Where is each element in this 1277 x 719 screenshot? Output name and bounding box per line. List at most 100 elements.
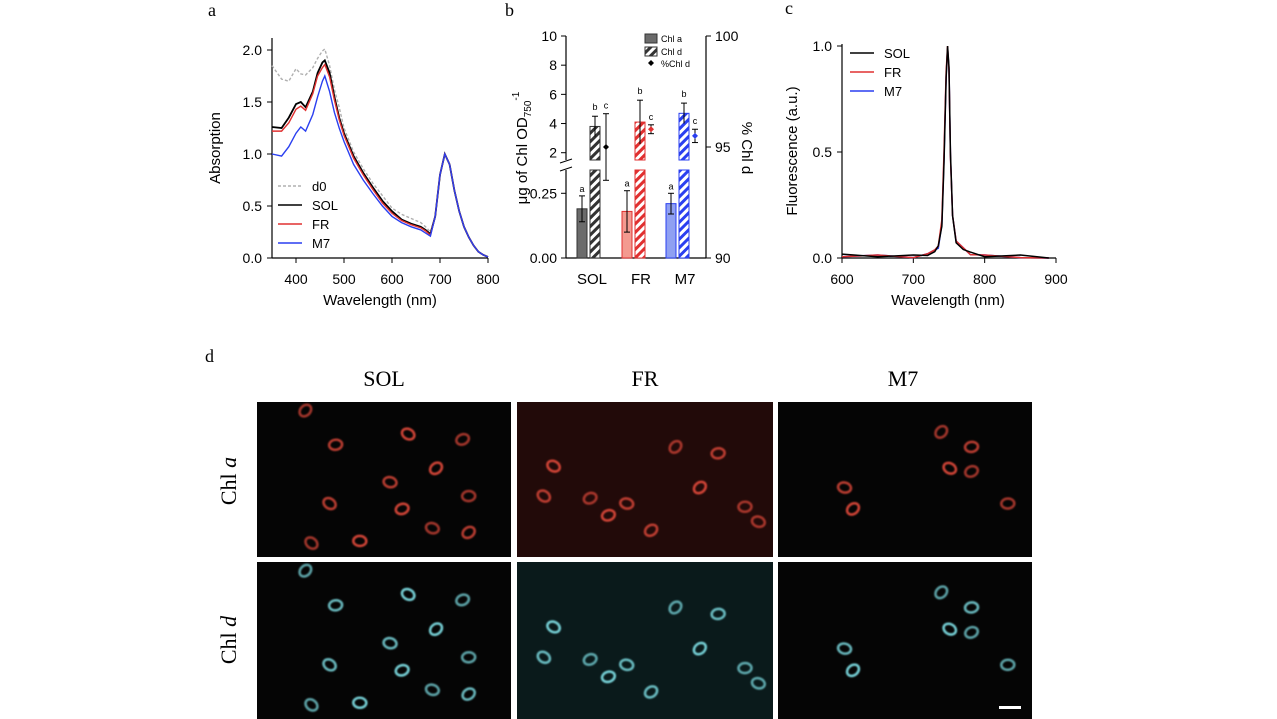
x-axis-title: Wavelength (nm)	[323, 292, 437, 309]
right-tick-label: 100	[715, 28, 739, 44]
cell	[737, 500, 753, 514]
legend-label: Chl d	[661, 47, 682, 57]
cell	[382, 636, 398, 650]
row-label-chla: Chl a	[216, 457, 241, 505]
cell	[455, 432, 471, 446]
bar-chld-lower-sol	[589, 169, 601, 259]
axis-break-mark	[559, 158, 573, 164]
cell	[536, 650, 552, 665]
legend-label: Chl a	[661, 34, 682, 44]
significance-letter: c	[693, 116, 698, 126]
micrograph-grid: SOL FR M7 Chl a Chl d	[216, 366, 1032, 719]
y-tick-label: 0.25	[530, 185, 557, 201]
cell	[460, 650, 477, 664]
cell	[382, 475, 398, 489]
cell	[836, 642, 853, 656]
cell	[845, 663, 861, 678]
cell	[618, 658, 635, 672]
y-tick-label: 6	[549, 86, 557, 102]
panel-letter-b: b	[505, 0, 514, 20]
cell	[322, 496, 337, 511]
x-tick-label: 900	[1044, 271, 1068, 287]
cell	[460, 489, 477, 503]
x-tick-label: 600	[830, 271, 854, 287]
cell	[298, 403, 313, 418]
y-tick-label: 1.0	[243, 146, 263, 162]
cell	[394, 502, 410, 516]
panel-letter-c: c	[785, 0, 793, 18]
y-axis-title: Fluorescence (a.u.)	[784, 86, 801, 215]
y-tick-label: 8	[549, 57, 557, 73]
cell	[934, 585, 949, 600]
y-tick-label: 1.5	[243, 94, 263, 110]
right-tick-label: 90	[715, 250, 731, 266]
series-line-d0	[271, 47, 489, 258]
fluorescence-chart: Wavelength (nm) Fluorescence (a.u.) 600 7…	[784, 38, 1068, 309]
cell	[400, 587, 416, 602]
cell	[428, 622, 444, 637]
bar-chld-lower-fr	[634, 169, 646, 259]
cell	[643, 523, 659, 538]
x-axis-title: Wavelength (nm)	[891, 292, 1005, 309]
column-label-m7: M7	[888, 366, 919, 391]
marker-pct-chld-fr	[648, 126, 654, 133]
cell	[327, 598, 344, 612]
cell	[546, 459, 562, 473]
cell	[600, 670, 617, 684]
cell	[668, 439, 683, 454]
right-tick-label: 95	[715, 139, 731, 155]
y-tick-label: 0.00	[530, 250, 557, 266]
cell	[546, 620, 562, 634]
x-tick-label: 500	[332, 271, 356, 287]
bar-chld-lower-m7	[678, 169, 690, 259]
y-tick-label: 0.0	[813, 250, 833, 266]
cell	[963, 464, 980, 479]
micrograph-chla-m7	[778, 402, 1032, 557]
cell	[963, 440, 980, 454]
legend-label: %Chl d	[661, 59, 690, 69]
micrograph-chld-m7	[778, 562, 1032, 719]
y-tick-label: 0.5	[243, 198, 263, 214]
absorption-chart: Wavelength (nm) Absorption 400 500 600 700 8…	[207, 38, 500, 309]
cell	[1000, 497, 1016, 510]
category-label: SOL	[577, 271, 607, 288]
x-tick-label: 700	[428, 271, 452, 287]
significance-letter: b	[681, 89, 686, 99]
legend-label: M7	[312, 236, 330, 251]
cell	[400, 427, 416, 441]
panel-letter-a: a	[208, 0, 216, 20]
row-label-chld: Chl d	[216, 615, 241, 664]
cell	[600, 508, 617, 522]
legend-label: FR	[884, 65, 901, 80]
x-tick-label: 700	[902, 271, 926, 287]
cell	[836, 481, 853, 494]
cell	[394, 663, 410, 677]
cell	[352, 696, 368, 710]
significance-letter: a	[579, 184, 584, 194]
series-line-m7	[271, 74, 489, 258]
significance-letter: c	[604, 101, 609, 111]
axis-break-mark	[559, 166, 573, 172]
legend-label: SOL	[884, 46, 910, 61]
right-axis-title: % Chl d	[738, 122, 755, 175]
legend-swatch-pct	[648, 60, 654, 66]
cell	[845, 501, 861, 516]
cell	[327, 438, 344, 452]
y-tick-label: 0.0	[243, 250, 263, 266]
cell	[582, 491, 598, 505]
x-tick-label: 400	[284, 271, 308, 287]
y-axis-title: μg of Chl OD750-1	[511, 91, 534, 204]
cell	[710, 607, 726, 621]
series-line-fr	[272, 63, 489, 258]
cell	[963, 601, 980, 614]
legend-label: FR	[312, 217, 329, 232]
legend-label: M7	[884, 84, 902, 99]
cell	[428, 461, 444, 476]
significance-letter: c	[649, 112, 654, 122]
chl-content-chart: μg of Chl OD750-1 % Chl d 2 4 6 8 10 0.00 0.25…	[511, 28, 755, 288]
significance-letter: a	[624, 179, 629, 189]
marker-pct-chld-sol	[603, 144, 609, 150]
column-label-fr: FR	[632, 366, 659, 391]
cell	[1000, 658, 1016, 672]
x-tick-label: 600	[380, 271, 404, 287]
